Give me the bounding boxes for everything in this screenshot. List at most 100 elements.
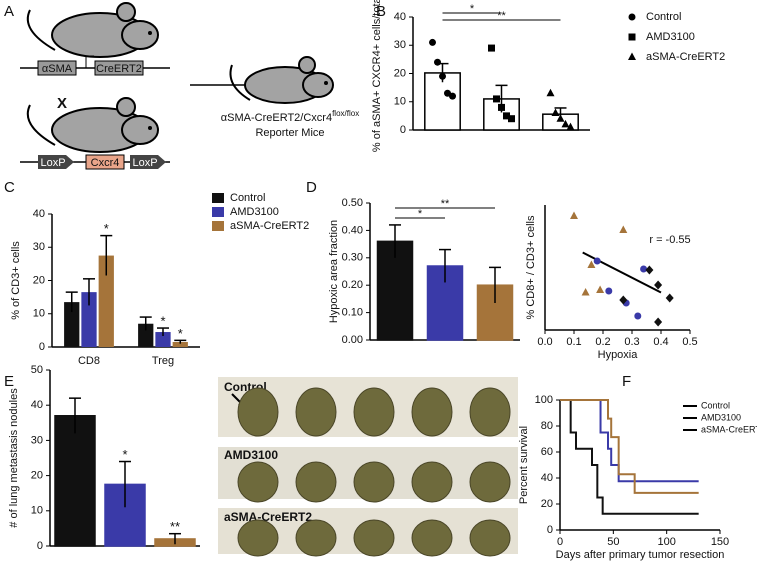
- gene-label: LoxP: [40, 157, 65, 169]
- y-tick-label: 60: [541, 446, 553, 458]
- point: [556, 114, 565, 122]
- y-axis-label: Hypoxic area fraction: [328, 220, 340, 323]
- y-tick-label: 20: [31, 470, 43, 482]
- x-tick-label: 0.0: [537, 336, 552, 348]
- y-tick-label: 0: [39, 341, 45, 353]
- legend-label: AMD3100: [701, 412, 741, 422]
- specimen: [237, 461, 279, 503]
- legend-label: Control: [230, 192, 265, 204]
- x-tick-label: 0.1: [566, 336, 581, 348]
- y-tick-label: 50: [31, 364, 43, 376]
- point: [434, 58, 441, 66]
- legend-label: aSMA-CreERT2: [230, 220, 309, 232]
- point: [628, 13, 636, 21]
- point: [634, 312, 642, 320]
- y-tick-label: 0.30: [342, 252, 363, 264]
- y-tick-label: 0: [400, 124, 406, 136]
- x-tick-label: 0.3: [624, 336, 639, 348]
- mouse: [26, 97, 159, 153]
- y-tick-label: 0: [547, 524, 553, 536]
- significance-label: *: [418, 208, 423, 220]
- y-tick-label: 40: [394, 11, 406, 23]
- x-tick-label: 0.5: [682, 336, 697, 348]
- specimen: [469, 519, 511, 557]
- x-tick-label: 0.4: [653, 336, 668, 348]
- significance-label: *: [160, 313, 165, 328]
- y-axis-label: Percent survival: [518, 426, 530, 504]
- specimen: [353, 519, 395, 557]
- significance-label: **: [497, 10, 506, 22]
- point: [665, 293, 674, 303]
- y-tick-label: 0.20: [342, 279, 363, 291]
- point: [429, 38, 436, 46]
- point: [587, 260, 596, 268]
- legend-swatch: [212, 193, 224, 203]
- point: [596, 285, 605, 293]
- y-tick-label: 100: [535, 394, 553, 406]
- y-axis-label: % CD8+ / CD3+ cells: [525, 215, 537, 319]
- legend-swatch: [212, 221, 224, 231]
- reporter-label: αSMA-CreERT2/Cxcr4flox/flox: [221, 109, 359, 124]
- photo-label: AMD3100: [224, 448, 278, 462]
- y-tick-label: 10: [394, 96, 406, 108]
- significance-label: **: [441, 198, 450, 210]
- point: [439, 72, 446, 80]
- gene-label: Cxcr4: [91, 157, 120, 169]
- y-tick-label: 20: [33, 274, 45, 286]
- point: [566, 122, 575, 131]
- point: [593, 257, 601, 265]
- panel-label: D: [306, 179, 317, 196]
- point: [546, 88, 555, 97]
- x-axis-label: Hypoxia: [598, 349, 639, 361]
- bar: [54, 415, 96, 547]
- x-tick-label: Treg: [152, 355, 174, 367]
- specimen: [237, 519, 279, 557]
- y-tick-label: 0.40: [342, 224, 363, 236]
- legend-label: AMD3100: [230, 206, 279, 218]
- specimen: [411, 387, 453, 437]
- specimen: [469, 461, 511, 503]
- annotation: r = -0.55: [649, 234, 690, 246]
- specimen: [295, 461, 337, 503]
- gene-label: αSMA: [42, 63, 73, 75]
- bar: [138, 323, 154, 347]
- cross: X: [57, 95, 67, 112]
- legend-label: Control: [646, 11, 681, 23]
- bar: [81, 292, 97, 347]
- photo-panel: Control AMD3100 aSMA-CreERT2: [218, 377, 518, 557]
- y-tick-label: 40: [33, 208, 45, 220]
- legend-swatch: [212, 207, 224, 217]
- x-axis-label: Days after primary tumor resection: [556, 549, 725, 561]
- point: [570, 211, 578, 219]
- point: [619, 295, 628, 305]
- panel-label: E: [4, 373, 14, 390]
- legend-label: Control: [701, 400, 730, 410]
- point: [640, 265, 648, 273]
- reporter-text: αSMA-CreERT2/Cxcr4: [221, 112, 332, 124]
- y-tick-label: 20: [394, 67, 406, 79]
- gene-label: LoxP: [132, 157, 157, 169]
- survival-line: [560, 399, 699, 494]
- diagram: αSMA CreERT2 X LoxP Cxcr4 LoxP αSMA-CreE…: [20, 2, 359, 170]
- specimen: [237, 387, 279, 437]
- point: [551, 108, 560, 117]
- specimen: [295, 519, 337, 557]
- point: [605, 287, 613, 295]
- y-tick-label: 40: [31, 399, 43, 411]
- significance-label: *: [470, 3, 475, 15]
- point: [449, 92, 456, 100]
- mouse: [229, 56, 334, 104]
- legend-label: aSMA-CreERT2: [701, 424, 757, 434]
- point: [654, 317, 663, 327]
- x-tick-label: CD8: [78, 355, 100, 367]
- gene-label: CreERT2: [96, 63, 142, 75]
- significance-label: *: [178, 326, 183, 341]
- bar: [155, 332, 171, 347]
- point: [645, 265, 654, 275]
- point: [619, 225, 628, 233]
- significance-label: *: [122, 447, 127, 462]
- point: [628, 33, 636, 41]
- x-tick-label: 100: [657, 536, 675, 548]
- specimen: [353, 387, 395, 437]
